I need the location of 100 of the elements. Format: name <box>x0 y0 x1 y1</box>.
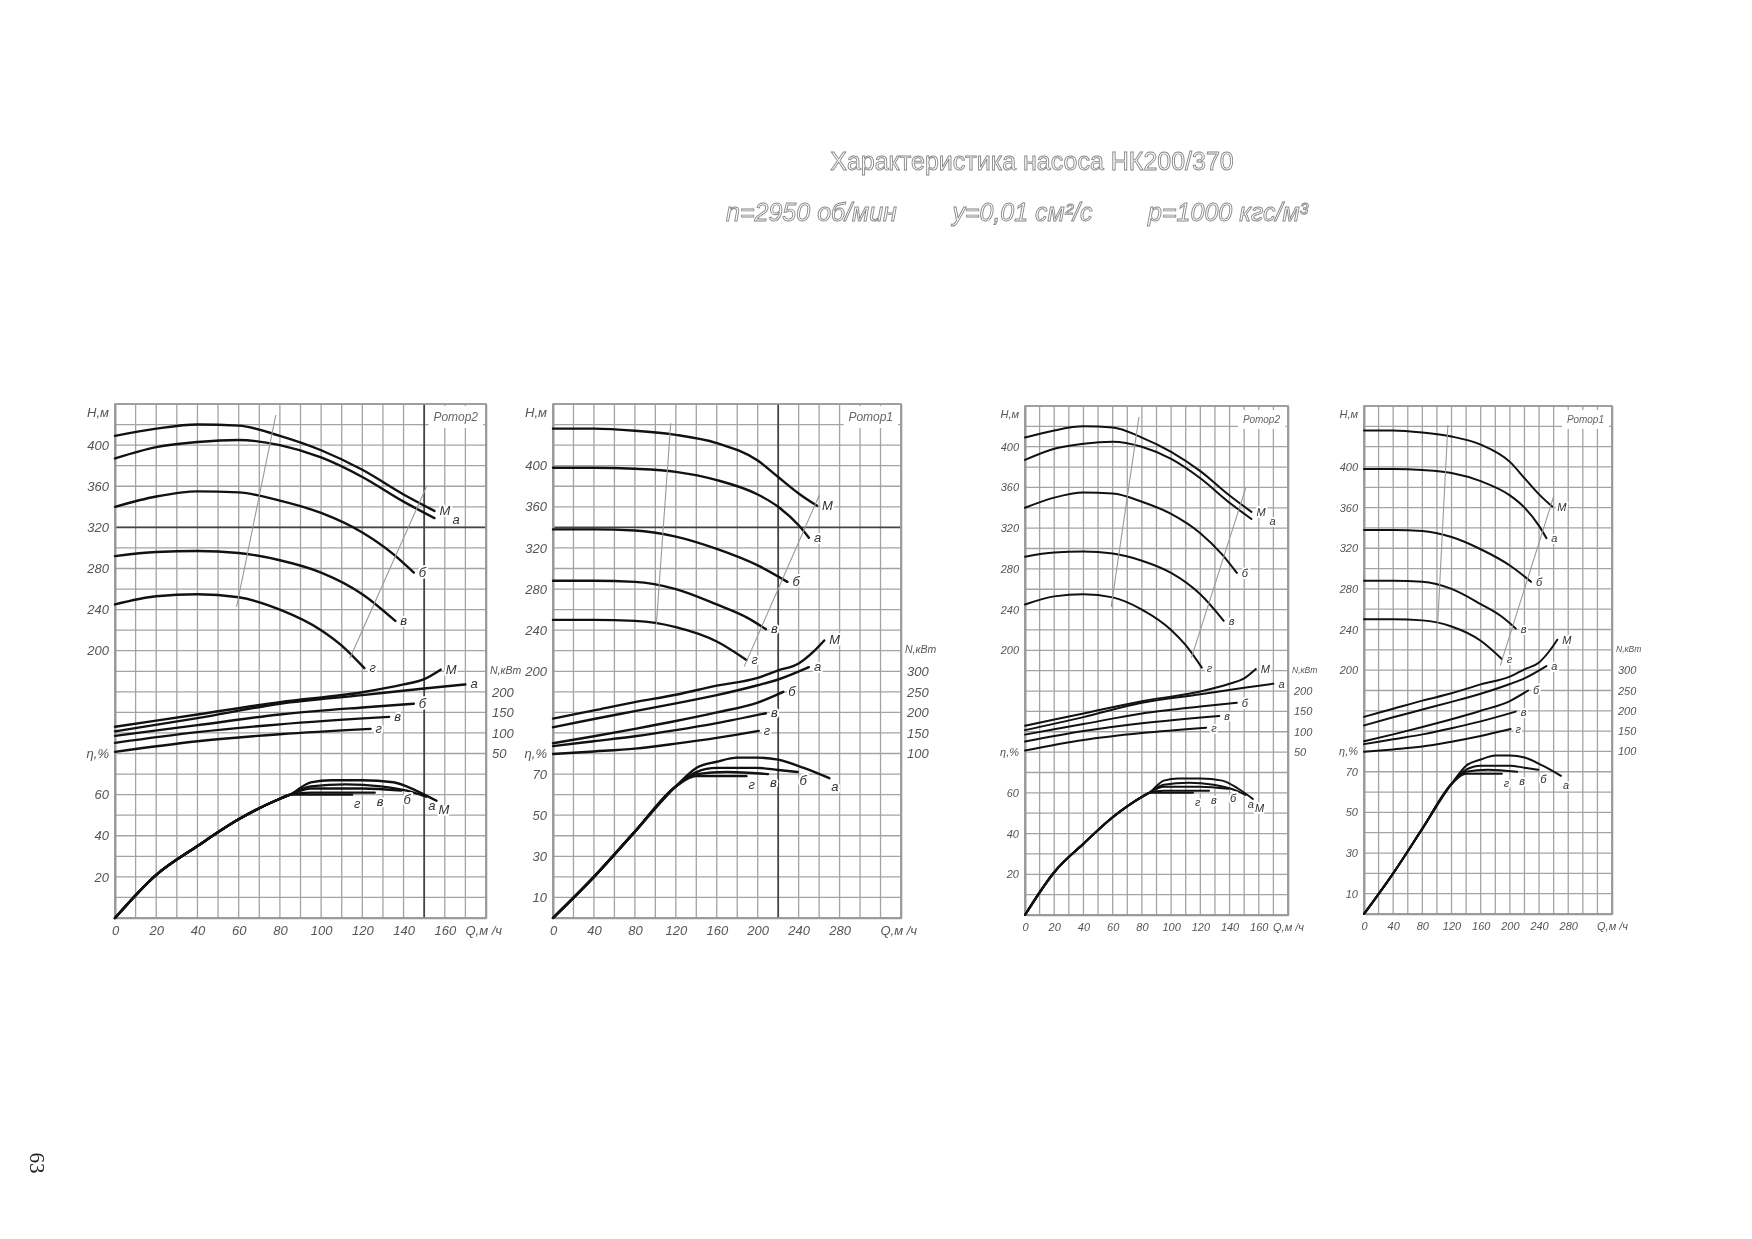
y3-tick-label: 50 <box>1345 806 1359 819</box>
chart-subtitle: n=2950 об/мин у=0,01 см²/с р=1000 кгс/м³ <box>726 198 1309 226</box>
y3-tick-label: 20 <box>1005 868 1020 881</box>
series-label: М <box>445 661 457 677</box>
series-label: г <box>748 777 756 793</box>
series-label: М <box>438 801 450 817</box>
x-axis-title: Q,м /ч <box>1273 920 1305 933</box>
series-label: а <box>1551 660 1558 673</box>
y2-tick-label: 150 <box>492 705 515 721</box>
y2-tick-label: 300 <box>1618 664 1638 677</box>
series-label: г <box>1515 723 1522 736</box>
x-tick-label: 60 <box>1107 920 1121 933</box>
y-tick-label: 320 <box>525 540 548 556</box>
y-tick-label: 400 <box>1339 460 1359 473</box>
y2-tick-label: 100 <box>492 725 515 741</box>
x-tick-label: 40 <box>1077 920 1091 933</box>
y3-tick-label: 20 <box>93 869 110 885</box>
series-label: М <box>1254 801 1265 814</box>
series-label: в <box>1520 622 1527 635</box>
x-tick-label: 120 <box>1191 920 1211 933</box>
y-tick-label: 400 <box>1000 440 1020 453</box>
y-tick-label: 280 <box>999 562 1020 575</box>
series-label: а <box>813 529 822 545</box>
x-axis-title: Q,м /ч <box>1597 919 1629 932</box>
y3-axis-title: η,% <box>86 746 109 762</box>
series-label: а <box>1269 515 1276 527</box>
series-label: б <box>403 791 412 807</box>
y3-tick-label: 10 <box>532 890 548 906</box>
series-label: б <box>792 573 801 589</box>
y-axis-title: H,м <box>87 404 110 420</box>
x-axis-title: Q,м /ч <box>465 923 503 939</box>
series-label: г <box>1195 795 1202 808</box>
series-label: г <box>1506 652 1513 665</box>
series-label: г <box>1206 661 1213 674</box>
y-tick-label: 360 <box>87 478 110 494</box>
annotation: Ротор2 <box>433 410 479 424</box>
x-tick-label: 40 <box>190 923 206 939</box>
y-tick-label: 360 <box>525 499 548 515</box>
series-label: б <box>1533 684 1541 697</box>
x-tick-label: 280 <box>828 923 852 939</box>
x-tick-label: 100 <box>310 923 334 939</box>
series-label: б <box>1241 566 1249 579</box>
y-tick-label: 280 <box>86 561 110 577</box>
annotation: Ротор1 <box>848 410 893 424</box>
y-tick-label: 200 <box>1338 664 1359 677</box>
x-tick-label: 240 <box>1529 919 1550 932</box>
y2-tick-label: 200 <box>906 705 930 721</box>
y-tick-label: 280 <box>1338 582 1359 595</box>
series-label: М <box>1260 663 1271 676</box>
series-label: М <box>829 632 841 648</box>
y3-tick-label: 40 <box>1006 827 1020 840</box>
y2-tick-label: 100 <box>907 746 930 762</box>
y-tick-label: 200 <box>524 663 548 679</box>
y3-tick-label: 60 <box>94 787 110 803</box>
x-tick-label: 240 <box>787 923 811 939</box>
series-label: М <box>1562 633 1573 646</box>
x-tick-label: 80 <box>273 923 289 939</box>
x-tick-label: 40 <box>1387 919 1401 932</box>
series-label: в <box>1211 793 1218 806</box>
series-label: б <box>788 683 797 699</box>
y-tick-label: 240 <box>86 602 110 618</box>
x-tick-label: 120 <box>1442 919 1463 932</box>
series-label: а <box>1551 532 1558 545</box>
x-tick-label: 160 <box>434 923 457 939</box>
series-label: б <box>1241 696 1249 709</box>
y-tick-label: 360 <box>1000 481 1020 494</box>
y-axis-title: H,м <box>1339 407 1359 420</box>
x-tick-label: 80 <box>628 923 644 939</box>
series-label: а <box>428 797 436 813</box>
y-tick-label: 320 <box>1000 522 1020 535</box>
x-tick-label: 160 <box>706 923 729 939</box>
y2-tick-label: 200 <box>491 684 515 700</box>
series-label: г <box>751 651 759 667</box>
y3-tick-label: 70 <box>1345 765 1359 778</box>
x-tick-label: 160 <box>1250 920 1270 933</box>
series-label: а <box>831 779 839 795</box>
y3-tick-label: 50 <box>532 807 548 823</box>
x-axis-title: Q,м /ч <box>880 923 918 939</box>
y2-tick-label: 100 <box>1618 745 1638 758</box>
y2-tick-label: 300 <box>907 663 930 679</box>
y2-tick-label: 50 <box>492 746 508 762</box>
x-tick-label: 280 <box>1558 919 1579 932</box>
y3-axis-title: η,% <box>524 746 547 762</box>
x-tick-label: 140 <box>393 923 416 939</box>
y-tick-label: 240 <box>524 622 548 638</box>
text: 63 <box>25 1152 49 1174</box>
x-tick-label: 0 <box>1361 919 1369 932</box>
x-tick-label: 160 <box>1472 919 1492 932</box>
y2-axis-title: N,кВт <box>1616 643 1642 654</box>
y-tick-label: 400 <box>525 458 548 474</box>
y-axis-title: H,м <box>525 404 548 420</box>
series-label: б <box>1230 791 1238 804</box>
series-label: а <box>452 512 460 528</box>
series-label: б <box>799 773 808 789</box>
y-axis-title: H,м <box>1000 407 1020 420</box>
y2-axis-title: N,кВт <box>1292 664 1318 675</box>
x-tick-label: 60 <box>231 923 248 939</box>
series-label: М <box>822 497 834 513</box>
series-label: а <box>470 676 478 692</box>
y2-axis-title: N,кВт <box>490 663 522 676</box>
